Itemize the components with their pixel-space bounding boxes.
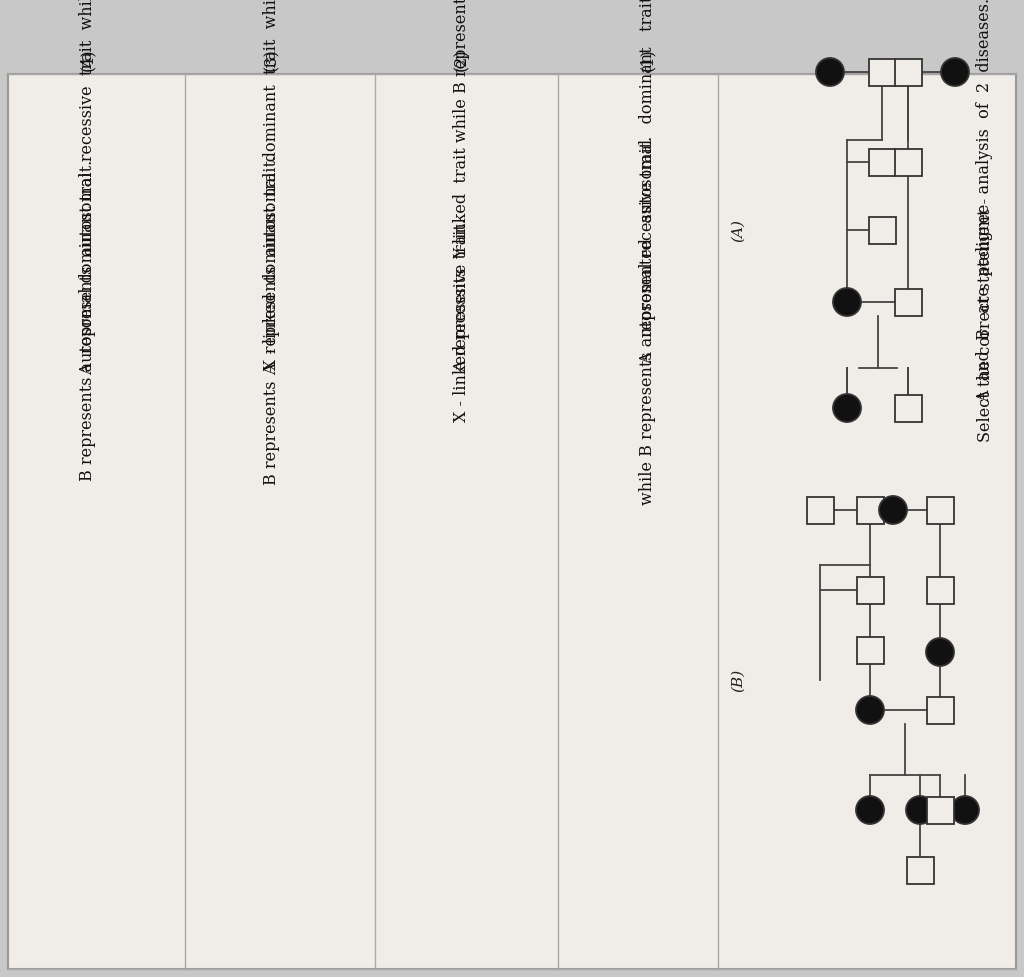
Text: A  and  B   are  pedigree  analysis  of  2  diseases.: A and B are pedigree analysis of 2 disea… <box>977 0 993 403</box>
Bar <box>856 496 884 524</box>
Text: (2): (2) <box>454 49 470 71</box>
Bar <box>895 288 922 316</box>
Text: Select the correct statement -: Select the correct statement - <box>977 198 993 442</box>
Bar <box>927 796 953 824</box>
Circle shape <box>906 796 934 824</box>
Text: while B represents autosomal recessive trait.: while B represents autosomal recessive t… <box>640 136 656 505</box>
Circle shape <box>879 496 907 524</box>
Bar <box>807 496 834 524</box>
Bar <box>868 149 896 176</box>
Bar <box>927 697 953 724</box>
Bar <box>927 496 953 524</box>
Text: B represents  X - linked  dominant  trait.: B represents X - linked dominant trait. <box>263 155 281 485</box>
Text: A  represents  autosomal  dominant  trait  while: A represents autosomal dominant trait wh… <box>263 0 281 375</box>
Text: (4): (4) <box>80 49 96 71</box>
Circle shape <box>856 696 884 724</box>
Text: (1): (1) <box>640 49 656 71</box>
Circle shape <box>856 796 884 824</box>
Text: (B): (B) <box>731 668 745 692</box>
Bar <box>856 576 884 604</box>
Text: A   represented   autosomal   dominant   trait: A represented autosomal dominant trait <box>640 0 656 364</box>
Bar <box>927 576 953 604</box>
Bar <box>906 857 934 883</box>
Text: B represents autosomal dominant trait.: B represents autosomal dominant trait. <box>80 159 96 481</box>
Circle shape <box>941 58 969 86</box>
Bar <box>895 149 922 176</box>
Bar <box>868 217 896 243</box>
Text: A represents  Y-linked  trait while B represents: A represents Y-linked trait while B repr… <box>454 0 470 372</box>
Circle shape <box>926 638 954 666</box>
Text: A  represents  autosomal  recessive  trait  while: A represents autosomal recessive trait w… <box>80 0 96 375</box>
Bar <box>895 395 922 421</box>
Text: (3): (3) <box>263 49 281 71</box>
Text: X - linked recessive trait.: X - linked recessive trait. <box>454 218 470 422</box>
Text: (A): (A) <box>731 219 745 241</box>
Circle shape <box>816 58 844 86</box>
Bar <box>868 59 896 86</box>
Bar <box>895 59 922 86</box>
Circle shape <box>833 394 861 422</box>
Circle shape <box>951 796 979 824</box>
Circle shape <box>833 288 861 316</box>
Bar <box>856 636 884 663</box>
